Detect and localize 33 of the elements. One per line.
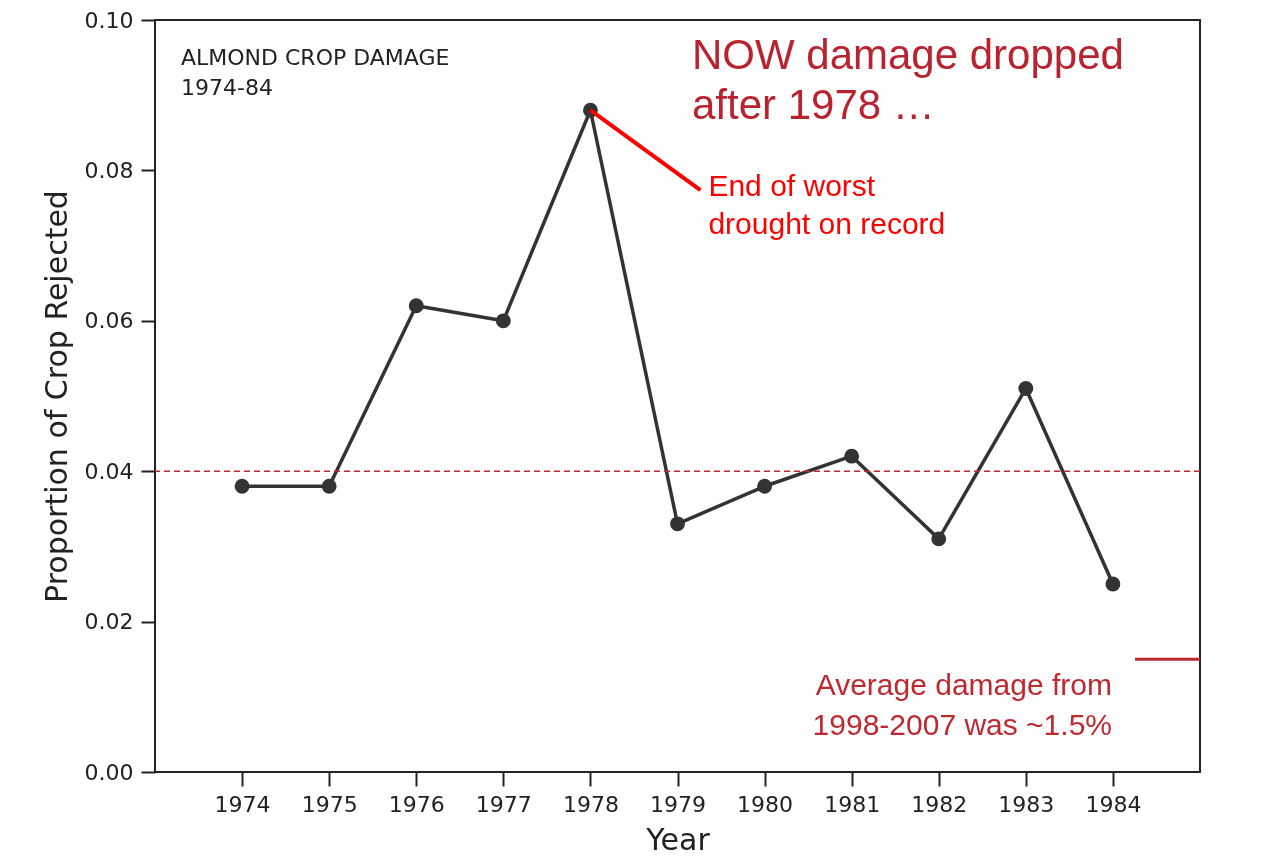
- x-tick-label: 1975: [301, 791, 358, 817]
- x-tick-label: 1982: [911, 791, 968, 817]
- x-tick-label: 1981: [824, 791, 881, 817]
- x-tick-label: 1984: [1085, 791, 1142, 817]
- point: [1018, 381, 1034, 396]
- y-tick-label: 0.02: [84, 609, 134, 635]
- annotation: End of worst drought on record: [708, 169, 946, 241]
- point: [408, 298, 424, 314]
- y-axis-title: Proportion of Crop Rejected: [38, 190, 74, 603]
- point: [844, 448, 860, 464]
- y-tick-label: 0.04: [84, 458, 134, 484]
- point: [1105, 576, 1121, 592]
- x-tick-label: 1977: [475, 791, 532, 817]
- y-tick-label: 0.00: [84, 759, 134, 785]
- x-tick-label: 1978: [562, 791, 619, 817]
- y-tick-label: 0.06: [84, 308, 134, 334]
- point: [931, 531, 947, 547]
- point: [757, 478, 772, 494]
- y-tick-label: 0.10: [84, 7, 134, 33]
- x-tick-label: 1979: [650, 791, 706, 817]
- ref-line-label: Average damage from 1998-2007 was ~1.5%: [812, 668, 1112, 742]
- point: [670, 516, 685, 532]
- x-tick-label: 1983: [998, 791, 1055, 817]
- annotation: NOW damage dropped after 1978 …: [692, 31, 1124, 128]
- point: [321, 478, 337, 494]
- y-tick-label: 0.08: [84, 157, 134, 183]
- x-tick-label: 1974: [214, 791, 271, 817]
- x-tick-label: 1980: [737, 791, 794, 817]
- x-tick-label: 1976: [388, 791, 445, 817]
- text: ALMOND CROP DAMAGE 1974-84: [181, 45, 450, 100]
- point: [495, 313, 511, 329]
- x-axis-title: Year: [645, 821, 711, 857]
- point: [234, 478, 250, 494]
